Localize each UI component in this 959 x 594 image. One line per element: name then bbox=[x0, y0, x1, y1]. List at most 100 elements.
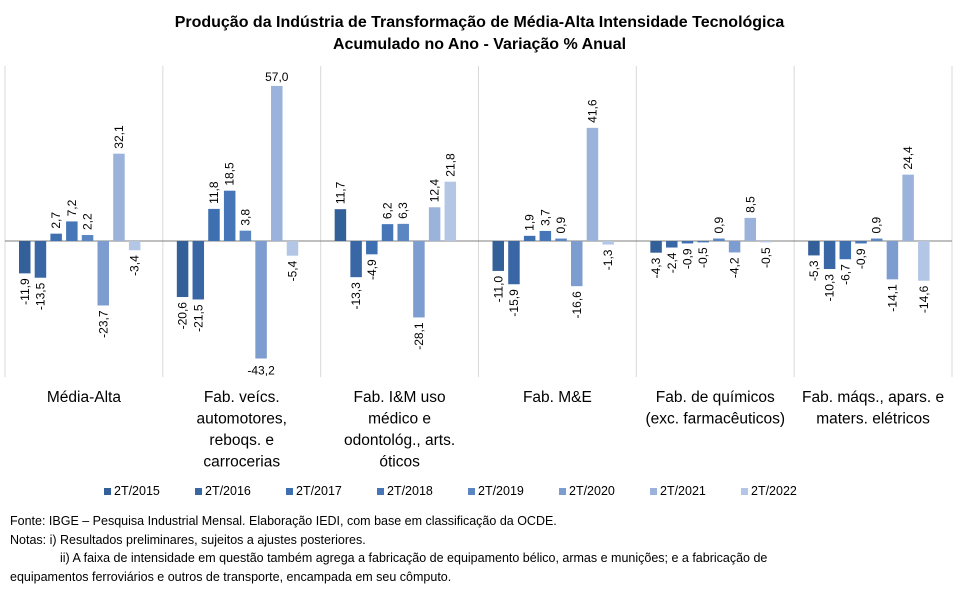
data-label: -15,9 bbox=[507, 289, 521, 317]
data-label: -5,4 bbox=[285, 260, 299, 281]
legend-swatch bbox=[650, 488, 657, 495]
data-label: 0,9 bbox=[554, 217, 568, 234]
data-label: -0,9 bbox=[680, 248, 694, 269]
data-label: 6,3 bbox=[396, 202, 410, 219]
data-label: 3,8 bbox=[238, 209, 252, 226]
data-label: -4,9 bbox=[365, 259, 379, 280]
bar bbox=[839, 241, 852, 260]
bar bbox=[808, 241, 820, 256]
bar bbox=[81, 235, 94, 241]
bar bbox=[886, 241, 899, 280]
data-label: 11,8 bbox=[207, 181, 221, 204]
bar bbox=[113, 153, 125, 241]
bar bbox=[34, 241, 47, 278]
category-label: Fab. máqs., apars. e bbox=[802, 389, 944, 406]
bar bbox=[918, 241, 930, 281]
note-i: Notas: i) Resultados preliminares, sujei… bbox=[10, 532, 366, 547]
data-label: 8,5 bbox=[743, 196, 757, 213]
data-label: -3,4 bbox=[128, 255, 142, 276]
legend-entry: 2T/2022 bbox=[751, 484, 797, 498]
legend-entry: 2T/2017 bbox=[296, 484, 342, 498]
bar bbox=[728, 241, 741, 253]
data-label: 0,9 bbox=[712, 217, 726, 234]
data-label: -14,6 bbox=[917, 285, 931, 313]
bar bbox=[555, 238, 567, 241]
data-label: 21,8 bbox=[443, 153, 457, 177]
bar bbox=[697, 241, 709, 243]
bar bbox=[413, 241, 425, 318]
data-label: -43,2 bbox=[247, 364, 275, 378]
bar bbox=[508, 241, 520, 285]
legend-swatch bbox=[104, 488, 111, 495]
chart-title: Produção da Indústria de Transformação d… bbox=[0, 12, 959, 56]
bar bbox=[97, 241, 109, 306]
bar bbox=[855, 241, 867, 244]
legend-swatch bbox=[559, 488, 566, 495]
data-label: -10,3 bbox=[823, 274, 837, 302]
data-label: 2,2 bbox=[81, 213, 95, 230]
bar bbox=[870, 238, 883, 241]
bar bbox=[760, 241, 772, 243]
bar bbox=[208, 208, 220, 241]
bar bbox=[239, 230, 252, 241]
data-label: 0,9 bbox=[870, 217, 884, 234]
category-label: automotores, bbox=[197, 411, 287, 428]
category-label: Fab. I&M uso bbox=[353, 389, 445, 406]
bar bbox=[255, 241, 267, 359]
category-label: (exc. farmacêuticos) bbox=[645, 411, 785, 428]
title-line-1: Produção da Indústria de Transformação d… bbox=[174, 14, 785, 31]
data-label: -0,5 bbox=[696, 247, 710, 268]
data-label: -4,3 bbox=[649, 257, 663, 278]
bar bbox=[713, 238, 725, 241]
bar bbox=[539, 230, 552, 241]
bar bbox=[223, 190, 236, 241]
bar bbox=[366, 241, 378, 255]
bar bbox=[350, 241, 362, 278]
data-label: -11,0 bbox=[491, 276, 505, 303]
data-label: -20,6 bbox=[176, 302, 190, 330]
bar bbox=[744, 217, 757, 241]
bar bbox=[444, 181, 457, 241]
data-label: 57,0 bbox=[265, 70, 289, 84]
category-label: Fab. veícs. bbox=[204, 389, 280, 406]
data-label: -2,4 bbox=[665, 252, 679, 273]
bar bbox=[128, 241, 141, 251]
note-ii: ii) A faixa de intensidade em questão ta… bbox=[60, 551, 768, 565]
data-label: -23,7 bbox=[96, 310, 110, 338]
legend-swatch bbox=[741, 488, 748, 495]
legend-entry: 2T/2020 bbox=[569, 484, 615, 498]
legend-entry: 2T/2021 bbox=[660, 484, 706, 498]
category-label: carrocerias bbox=[203, 454, 280, 471]
data-label: 2,7 bbox=[49, 212, 63, 229]
bar bbox=[271, 85, 283, 242]
data-label: 3,7 bbox=[538, 209, 552, 226]
bar bbox=[681, 241, 694, 244]
data-label: 18,5 bbox=[223, 162, 237, 186]
note-ii-continuation: equipamentos ferroviários e outros de tr… bbox=[10, 569, 452, 584]
legend-swatch bbox=[468, 488, 475, 495]
bar bbox=[66, 221, 78, 241]
legend-entry: 2T/2015 bbox=[114, 484, 160, 498]
category-label: Fab. M&E bbox=[523, 389, 592, 406]
category-label: odontológ., arts. bbox=[344, 432, 455, 449]
bar bbox=[602, 241, 614, 245]
category-label: maters. elétricos bbox=[816, 411, 930, 428]
bar bbox=[176, 241, 189, 298]
bar bbox=[492, 241, 504, 271]
bar bbox=[50, 233, 62, 241]
data-label: -21,5 bbox=[191, 304, 205, 332]
category-label: reboqs. e bbox=[209, 432, 274, 449]
legend-entry: 2T/2018 bbox=[387, 484, 433, 498]
bar bbox=[571, 241, 583, 287]
legend-entry: 2T/2019 bbox=[478, 484, 524, 498]
data-label: -1,3 bbox=[601, 249, 615, 270]
data-label: -13,3 bbox=[349, 282, 363, 310]
legend-entry: 2T/2016 bbox=[205, 484, 251, 498]
data-label: -5,3 bbox=[807, 260, 821, 281]
category-label: óticos bbox=[379, 454, 420, 471]
bar bbox=[192, 241, 205, 300]
data-label: -4,2 bbox=[728, 257, 742, 278]
data-label: -6,7 bbox=[838, 264, 852, 285]
data-label: 41,6 bbox=[585, 99, 599, 123]
bar bbox=[666, 241, 678, 248]
